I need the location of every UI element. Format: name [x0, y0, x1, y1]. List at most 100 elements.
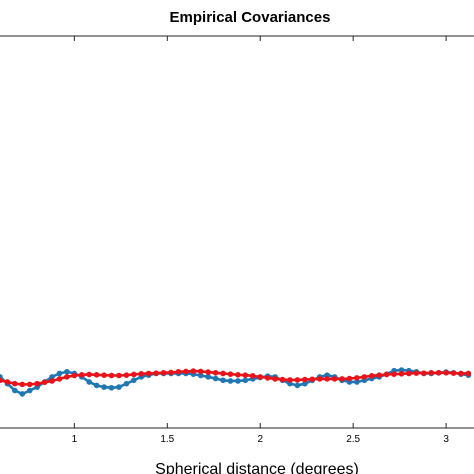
data-point	[227, 371, 234, 377]
data-point	[368, 373, 375, 379]
data-point	[131, 371, 137, 378]
data-point	[354, 375, 360, 381]
data-point	[376, 372, 383, 378]
data-point	[287, 377, 293, 383]
data-point	[421, 370, 427, 376]
data-point	[302, 380, 308, 387]
data-point	[383, 371, 390, 378]
data-point	[56, 370, 63, 377]
data-point	[242, 377, 249, 384]
data-point	[93, 372, 100, 378]
data-point	[160, 369, 167, 376]
data-point	[26, 387, 33, 394]
data-point	[339, 376, 345, 382]
plot-frame	[0, 35, 474, 429]
data-point	[227, 378, 234, 384]
x-tick-label: 3	[443, 434, 449, 445]
data-point	[220, 377, 226, 384]
data-point	[19, 391, 26, 397]
x-axis-label: Spherical distance (degrees)	[155, 461, 359, 474]
data-point	[428, 369, 435, 376]
data-point	[264, 375, 271, 381]
data-point	[108, 372, 115, 379]
data-point	[272, 376, 278, 382]
data-point	[49, 378, 55, 384]
series-2	[0, 368, 472, 388]
data-point	[294, 382, 301, 389]
data-point	[64, 374, 70, 380]
data-point	[197, 368, 204, 375]
data-point	[205, 369, 211, 375]
x-tick-label: 2	[257, 434, 263, 445]
data-point	[183, 368, 189, 375]
data-point	[450, 370, 457, 376]
data-point	[294, 377, 301, 383]
data-point	[465, 370, 472, 377]
data-point	[257, 374, 264, 380]
data-point	[138, 371, 145, 377]
data-point	[354, 379, 360, 385]
data-point	[346, 375, 353, 382]
data-point	[212, 375, 219, 382]
data-point	[12, 387, 18, 394]
x-axis-tick-labels: 1 1.5 2 2.5 3	[72, 434, 450, 445]
data-point	[197, 372, 204, 379]
data-point	[71, 372, 78, 379]
data-point	[64, 368, 70, 375]
data-point	[56, 376, 63, 382]
data-point	[41, 379, 48, 386]
data-point	[398, 371, 405, 377]
data-point	[131, 377, 137, 384]
data-point	[34, 380, 40, 387]
data-point	[443, 369, 449, 376]
data-point	[0, 377, 3, 384]
data-point	[242, 372, 249, 378]
data-point	[250, 373, 256, 379]
data-point	[101, 372, 107, 378]
data-point	[19, 381, 26, 388]
data-point	[235, 372, 241, 378]
data-point	[93, 382, 100, 389]
data-point	[108, 384, 115, 391]
data-point	[302, 376, 308, 383]
data-point	[145, 370, 152, 377]
data-point	[101, 384, 107, 390]
data-point	[123, 372, 130, 378]
data-point	[235, 378, 241, 384]
data-point	[86, 371, 93, 378]
data-point	[49, 374, 55, 380]
data-point	[190, 368, 197, 374]
data-point	[220, 370, 226, 377]
data-point	[435, 369, 442, 376]
x-tick-label: 1.5	[160, 434, 174, 445]
x-tick-label: 2.5	[346, 434, 360, 445]
data-point	[391, 371, 397, 377]
series-layer	[0, 367, 472, 397]
data-point	[413, 370, 420, 376]
chart-title: Empirical Covariances	[170, 9, 331, 26]
series-line	[0, 369, 469, 386]
data-point	[4, 379, 11, 385]
x-axis-ticks	[73, 36, 447, 428]
data-point	[361, 374, 368, 380]
data-point	[324, 376, 330, 382]
data-point	[26, 381, 33, 388]
data-point	[205, 374, 211, 380]
data-point	[309, 376, 316, 383]
data-point	[212, 369, 219, 376]
data-point	[331, 376, 338, 382]
data-point	[116, 384, 122, 390]
x-tick-label: 1	[72, 434, 78, 445]
data-point	[153, 370, 159, 376]
data-point	[316, 376, 323, 382]
data-point	[458, 370, 464, 377]
data-point	[78, 372, 85, 378]
data-point	[86, 379, 93, 385]
data-point	[12, 380, 18, 387]
data-point	[116, 372, 122, 379]
data-point	[168, 369, 174, 376]
data-point	[406, 370, 412, 377]
data-point	[175, 368, 182, 375]
data-point	[123, 380, 130, 387]
